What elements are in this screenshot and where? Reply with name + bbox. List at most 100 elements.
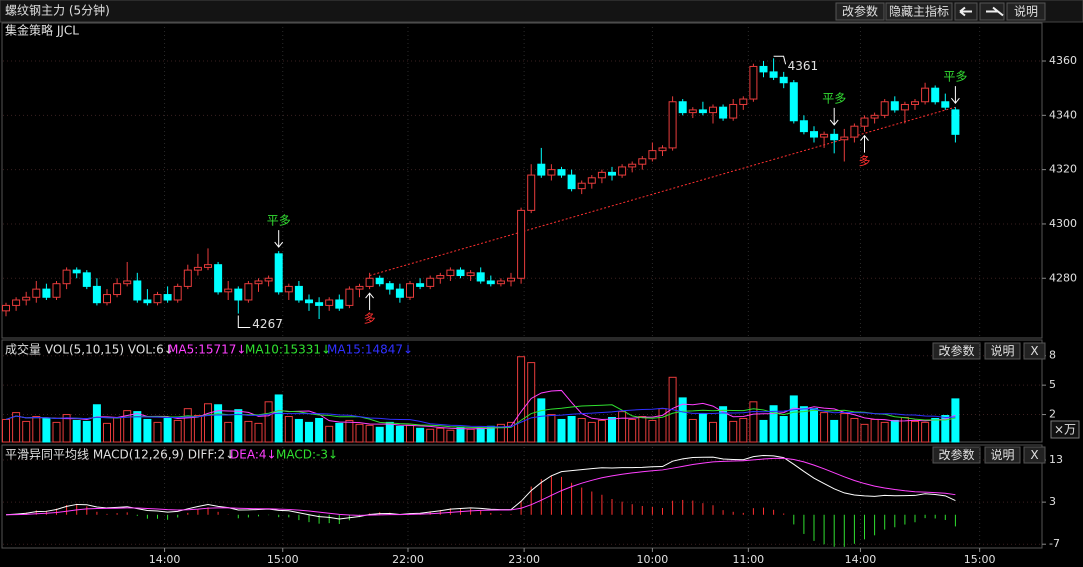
volume-bar — [22, 420, 31, 443]
volume-bar — [406, 424, 414, 443]
volume-bar — [880, 421, 889, 443]
candle-body — [62, 269, 71, 285]
candle-body — [850, 125, 859, 138]
volume-bar — [426, 428, 435, 443]
candle-body — [517, 209, 526, 279]
header-button[interactable] — [835, 2, 885, 21]
volume-bar — [779, 416, 788, 443]
candle-body — [486, 280, 495, 285]
candle-body — [648, 150, 657, 160]
y-tick-label: 4320 — [1049, 163, 1077, 176]
candle-body — [688, 109, 697, 114]
volume-bar — [860, 423, 869, 443]
volume-bar — [739, 417, 748, 443]
candle-body — [537, 163, 546, 176]
x-tick-label: 11:00 — [732, 553, 764, 566]
volume-bar — [517, 356, 526, 443]
candle-body — [597, 171, 606, 179]
header-button[interactable] — [1006, 2, 1046, 21]
candle-body — [769, 71, 778, 78]
volume-bar — [82, 420, 91, 443]
volume-bar — [719, 406, 728, 443]
volume-bar — [820, 412, 829, 443]
y-tick-label: 4280 — [1049, 271, 1077, 284]
candle-body — [759, 65, 768, 73]
candle-body — [951, 109, 960, 135]
volume-bar — [476, 427, 485, 443]
y-tick-label: 13 — [1049, 453, 1063, 466]
candle-body — [163, 294, 172, 301]
legend-entry: DEA:4↓ — [230, 448, 277, 462]
volume-bar — [335, 422, 344, 443]
volume-bar — [113, 416, 122, 443]
candle-body — [264, 277, 273, 282]
volume-bar — [840, 413, 849, 443]
volume-bar — [204, 403, 212, 443]
candle-body — [385, 283, 394, 290]
candle-body — [466, 272, 475, 277]
volume-bar — [395, 425, 404, 443]
volume-bar — [729, 420, 738, 443]
legend-entry: MA15:14847↓ — [327, 343, 413, 357]
panel-button-label: X — [1030, 448, 1038, 462]
candle-body — [82, 272, 91, 287]
candle-body — [618, 166, 627, 176]
volume-bar — [32, 416, 41, 443]
dea-line — [5, 457, 956, 516]
candle-body — [860, 117, 869, 127]
left-arrow-icon — [959, 6, 972, 17]
main-panel — [1, 22, 1043, 339]
panel-button[interactable] — [984, 342, 1021, 360]
candle-body — [628, 163, 637, 168]
candle-body — [113, 283, 122, 296]
candle-body — [375, 277, 384, 285]
volume-bar — [749, 401, 758, 443]
volume-bar — [416, 427, 425, 443]
panel-button[interactable] — [1023, 446, 1046, 464]
macd-title: 平滑异同平均线 MACD(12,26,9) DIFF:2↓ — [5, 448, 235, 462]
volume-bar — [466, 428, 475, 443]
candle-body — [224, 288, 233, 293]
candle-body — [900, 103, 909, 111]
volume-bar — [345, 419, 354, 443]
candle-body — [678, 101, 687, 114]
candle-body — [153, 294, 162, 304]
volume-bar — [42, 417, 51, 443]
legend-entry: MA10:15331↓ — [245, 343, 331, 357]
volume-bar — [799, 406, 808, 443]
candle-body — [345, 288, 354, 306]
window-title: 螺纹钢主力 (5分钟) — [5, 3, 110, 18]
x-tick-label: 10:00 — [637, 553, 669, 566]
volume-bar — [264, 401, 273, 443]
candle-body — [254, 280, 263, 285]
candle-body — [799, 120, 808, 133]
price-mark-label: 4361 — [788, 59, 819, 73]
volume-bar — [305, 421, 313, 443]
volume-bar — [618, 411, 627, 443]
candle-body — [911, 101, 919, 105]
y-tick-label: 5 — [1049, 378, 1056, 391]
volume-bar — [547, 414, 556, 443]
candle-body — [557, 169, 566, 176]
panel-button[interactable] — [1023, 342, 1046, 360]
volume-bar — [123, 410, 132, 443]
candle-body — [709, 106, 717, 114]
candle-body — [123, 280, 132, 285]
candle-body — [668, 101, 677, 149]
volume-bar — [638, 416, 647, 443]
volume-bar — [870, 418, 879, 443]
panel-button[interactable] — [984, 446, 1021, 464]
candle-body — [193, 266, 202, 271]
volume-bar — [315, 417, 324, 443]
unit-label: ×万 — [1054, 423, 1076, 437]
price-mark-line — [773, 55, 787, 65]
y-tick-label: 3 — [1049, 495, 1056, 508]
candle-body — [921, 87, 930, 103]
candle-body — [880, 101, 889, 116]
volume-bar — [153, 421, 162, 443]
candle-body — [931, 87, 940, 103]
header-button[interactable] — [885, 2, 953, 21]
volume-bar — [92, 404, 101, 443]
